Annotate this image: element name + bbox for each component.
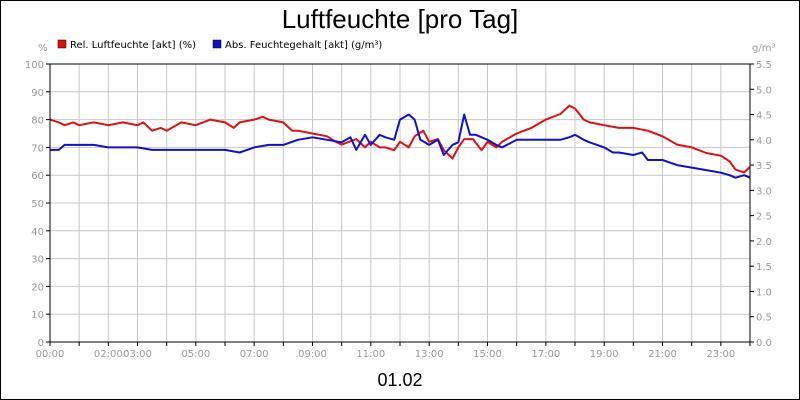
y-left-tick-label: 90 [31, 88, 44, 99]
y-left-tick-label: 80 [31, 116, 44, 127]
x-tick-label: 23:00 [706, 349, 735, 360]
x-tick-label: 03:00 [123, 349, 152, 360]
x-axis-date-label: 01.02 [377, 370, 422, 390]
legend-swatch-abs-humidity [212, 39, 222, 49]
x-tick-label: 07:00 [240, 349, 269, 360]
x-tick-label: 09:00 [298, 349, 327, 360]
x-tick-label: 00:00 [36, 349, 65, 360]
y-right-tick-label: 2.5 [756, 212, 772, 223]
y-right-tick-label: 3.0 [756, 186, 772, 197]
y-right-tick-label: 2.0 [756, 237, 772, 248]
y-left-tick-label: 50 [31, 199, 44, 210]
series-line-abs-humidity [50, 113, 751, 179]
y-axis-left-ticks: 0 10 20 30 40 50 60 70 80 90 100 [25, 60, 50, 349]
x-tick-label: 15:00 [473, 349, 502, 360]
y-axis-right-ticks: 0.0 0.5 1.0 1.5 2.0 2.5 3.0 3.5 4.0 4.5 5.0 5.5 [750, 60, 772, 349]
y-left-tick-label: 30 [31, 255, 44, 266]
y-left-tick-label: 70 [31, 143, 44, 154]
y-left-tick-label: 10 [31, 310, 44, 321]
x-axis-ticks: 00:00 02:00 03:00 05:00 07:00 09:00 11:00 13:00… [36, 342, 751, 360]
y-axis-right-unit: g/m³ [752, 43, 775, 54]
x-tick-label: 17:00 [531, 349, 560, 360]
legend-swatch-rel-humidity [57, 39, 67, 49]
y-right-tick-label: 0.5 [756, 313, 772, 324]
chart-title: Luftfeuchte [pro Tag] [282, 4, 519, 34]
y-left-tick-label: 100 [25, 60, 44, 71]
plot-area-border [49, 63, 751, 343]
y-left-tick-label: 40 [31, 227, 44, 238]
y-right-tick-label: 1.0 [756, 287, 772, 298]
y-left-tick-label: 60 [31, 171, 44, 182]
y-right-tick-label: 4.5 [756, 111, 772, 122]
x-tick-label: 21:00 [648, 349, 677, 360]
x-tick-label: 19:00 [590, 349, 619, 360]
y-right-tick-label: 1.5 [756, 262, 772, 273]
series-lines [49, 104, 751, 179]
x-tick-label: 02:00 [94, 349, 123, 360]
x-tick-label: 11:00 [356, 349, 385, 360]
y-right-tick-label: 4.0 [756, 136, 772, 147]
x-tick-label: 05:00 [181, 349, 210, 360]
x-tick-label: 13:00 [415, 349, 444, 360]
y-axis-left-unit: % [38, 43, 48, 54]
y-left-tick-label: 0 [38, 338, 44, 349]
legend-label-rel-humidity: Rel. Luftfeuchte [akt] (%) [70, 40, 196, 51]
y-right-tick-label: 5.5 [756, 60, 772, 71]
legend-label-abs-humidity: Abs. Feuchtegehalt [akt] (g/m³) [225, 40, 382, 51]
y-right-tick-label: 3.5 [756, 161, 772, 172]
series-line-rel-humidity [49, 104, 751, 174]
grid [50, 64, 750, 342]
y-right-tick-label: 5.0 [756, 85, 772, 96]
y-left-tick-label: 20 [31, 282, 44, 293]
y-right-tick-label: 0.0 [756, 338, 772, 349]
